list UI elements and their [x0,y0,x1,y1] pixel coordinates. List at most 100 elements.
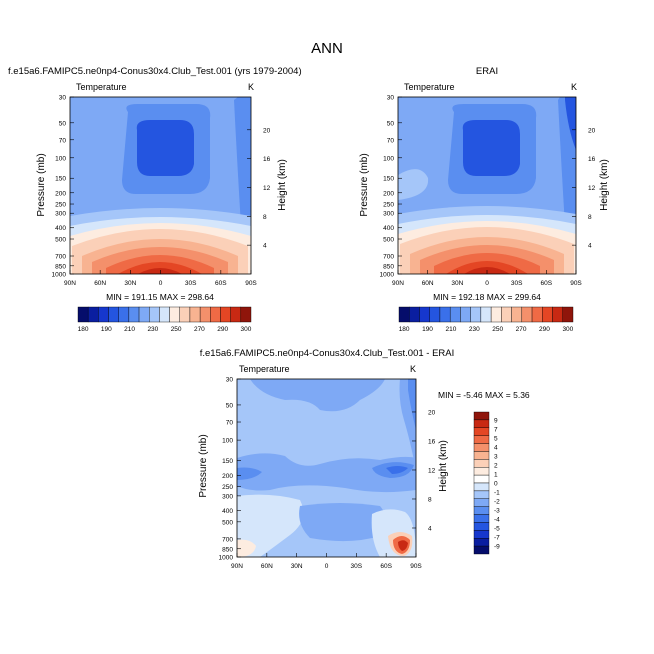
colorbar-label: 230 [147,326,158,333]
height-tick-label: 8 [263,214,267,221]
panel-3-units: K [410,364,416,374]
x-tick-label: 90N [231,563,243,570]
colorbar-label: 290 [217,326,228,333]
panel-2-contours [398,97,576,274]
colorbar-swatch [473,459,490,468]
panel-2-variable: Temperature [404,82,455,92]
x-tick-label: 30N [124,280,136,287]
colorbar-swatch [138,306,150,323]
panel-1-contours [70,97,251,274]
height-tick-label: 4 [428,525,432,532]
y-tick-label: 50 [59,120,67,127]
colorbar-swatch [128,306,140,323]
panel-1: f.e15a6.FAMIPC5.ne0np4-Conus30x4.Club_Te… [8,66,302,333]
colorbar-swatch [210,306,221,323]
panel-3-ylabel: Pressure (mb) [198,434,209,497]
colorbar-swatch [77,306,89,323]
height-tick-label: 20 [588,127,596,134]
panel-2-right-label: Height (km) [599,159,610,211]
x-tick-label: 90S [410,563,422,570]
panel-1-variable: Temperature [76,82,127,92]
contour-fill-295 [138,268,182,274]
colorbar-swatch [511,306,523,323]
colorbar-label: -3 [494,508,500,515]
contour-fill-240-left [398,169,429,200]
x-tick-label: 60N [261,563,273,570]
diff-fill-minus2-low [299,503,386,542]
y-tick-label: 500 [383,237,394,244]
colorbar-swatch [473,522,490,531]
height-tick-label: 20 [263,127,271,134]
y-tick-label: 400 [55,225,66,232]
colorbar-swatch [98,306,109,323]
height-tick-label: 8 [588,214,592,221]
colorbar-label: 9 [494,417,498,424]
colorbar-swatch [473,530,490,539]
colorbar-label: 180 [399,326,410,333]
colorbar-swatch [531,306,543,323]
colorbar-label: -4 [494,517,500,524]
panel-1-colorbar: 180 190 210 230 250 270 290 300 [77,306,252,333]
y-tick-label: 1000 [380,272,395,279]
y-tick-label: 200 [55,190,66,197]
y-tick-label: 200 [222,473,233,480]
colorbar-label: 250 [171,326,182,333]
y-tick-label: 100 [383,155,394,162]
y-tick-label: 50 [226,402,234,409]
panel-2: ERAI Temperature K 305070100150200250300… [359,66,610,333]
colorbar-swatch [473,451,490,460]
panel-3-variable: Temperature [239,364,290,374]
colorbar-swatch [470,306,482,323]
y-tick-label: 500 [222,519,233,526]
colorbar-swatch [473,474,490,484]
y-tick-label: 70 [226,420,234,427]
height-tick-label: 4 [263,243,267,250]
colorbar-label: 210 [445,326,456,333]
panel-1-ylabel: Pressure (mb) [36,153,47,216]
colorbar-swatch [419,306,430,323]
y-tick-label: 100 [222,438,233,445]
diff-fill-plus5-low-right [398,540,408,551]
x-tick-label: 90N [64,280,76,287]
height-tick-label: 12 [263,185,271,192]
panel-2-axes: 305070100150200250300400500700850100090N… [380,95,596,288]
height-tick-label: 12 [588,185,596,192]
colorbar-label: -5 [494,526,500,533]
colorbar-swatch [521,306,533,323]
colorbar-label: -1 [494,490,500,497]
height-tick-label: 16 [428,438,436,445]
colorbar-swatch [159,306,170,323]
colorbar-label: 0 [494,481,498,488]
diff-fill-zero-low-left [237,494,304,557]
colorbar-label: 3 [494,453,498,460]
y-tick-label: 150 [55,176,66,183]
panel-3-right-label: Height (km) [438,440,449,492]
colorbar-swatch [473,419,490,428]
y-tick-label: 30 [226,377,234,384]
colorbar-swatch [169,306,180,323]
colorbar-swatch [473,506,490,515]
panel-2-units: K [571,82,577,92]
panel-2-title: ERAI [476,66,498,77]
panel-1-stats: MIN = 191.15 MAX = 298.64 [106,292,214,302]
height-tick-label: 20 [428,409,436,416]
contour-fill-210-right [565,97,576,150]
y-tick-label: 150 [222,458,233,465]
x-tick-label: 30S [351,563,363,570]
panel-1-units: K [248,82,254,92]
colorbar-label: 190 [422,326,433,333]
colorbar-swatch [473,467,490,476]
colorbar-label: 190 [101,326,112,333]
x-tick-label: 90S [245,280,257,287]
panel-2-colorbar: 180 190 210 230 250 270 290 300 [399,306,574,333]
y-tick-label: 300 [55,211,66,218]
colorbar-label: -9 [494,544,500,551]
colorbar-swatch [542,306,553,323]
colorbar-swatch [473,545,490,555]
height-tick-label: 16 [263,156,271,163]
x-tick-label: 30S [511,280,523,287]
diff-fill-minus3-right [408,379,416,430]
height-tick-label: 8 [428,496,432,503]
x-tick-label: 30N [451,280,463,287]
